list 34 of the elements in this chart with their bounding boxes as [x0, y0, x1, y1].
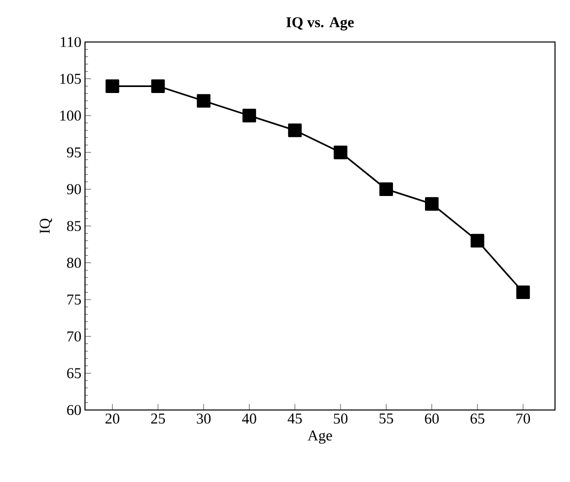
- y-tick-label: 85: [67, 220, 81, 232]
- y-axis-title: IQ: [40, 218, 52, 234]
- x-tick-label: 60: [424, 414, 439, 424]
- x-tick-label: 65: [470, 414, 484, 424]
- x-tick-label: 70: [516, 414, 530, 424]
- x-axis-title: Age: [308, 430, 332, 444]
- y-tick-label: 65: [67, 368, 81, 378]
- x-tick-label: 45: [288, 414, 302, 424]
- x-tick-label: 55: [380, 414, 394, 424]
- point: [196, 94, 210, 108]
- y-tick-label: 75: [67, 294, 81, 305]
- y-tick-label: 105: [60, 74, 81, 84]
- point: [516, 285, 530, 300]
- point: [151, 79, 165, 93]
- x-tick-label: 50: [334, 414, 348, 424]
- point: [242, 108, 256, 122]
- y-tick-label: 70: [67, 331, 81, 342]
- point: [425, 197, 439, 211]
- x-tick-label: 30: [196, 414, 211, 424]
- point: [106, 79, 120, 93]
- y-tick-label: 100: [60, 110, 81, 121]
- x-tick-label: 40: [242, 414, 256, 424]
- y-tick-label: 95: [66, 147, 81, 158]
- point: [470, 234, 484, 248]
- point: [288, 124, 302, 138]
- chart-title: IQ vs. Age: [286, 17, 354, 30]
- y-tick-label: 60: [67, 404, 81, 416]
- x-tick-label: 25: [151, 414, 165, 424]
- point: [334, 146, 348, 160]
- y-tick-label: 110: [60, 36, 81, 48]
- y-tick-label: 80: [67, 258, 81, 268]
- y-tick-label: 90: [66, 184, 81, 194]
- x-tick-label: 20: [106, 414, 120, 424]
- point: [379, 182, 393, 196]
